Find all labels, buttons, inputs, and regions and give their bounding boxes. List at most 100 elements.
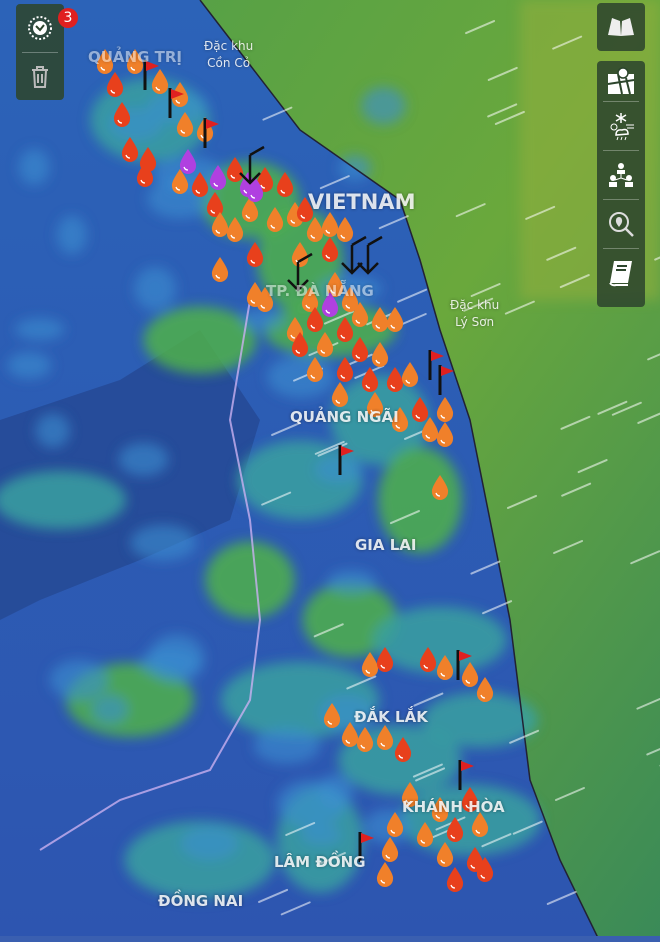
rain-drop-marker[interactable] [376,862,394,887]
rain-drop-marker[interactable] [321,212,339,237]
rain-drop-marker[interactable] [176,112,194,137]
rain-drop-marker[interactable] [361,652,379,677]
rain-drop-marker[interactable] [336,357,354,382]
flag-marker[interactable] [358,832,374,862]
rain-drop-marker[interactable] [291,332,309,357]
rain-drop-marker[interactable] [106,72,124,97]
rain-area [181,826,239,861]
rain-drop-marker[interactable] [151,69,169,94]
rain-drop-marker[interactable] [121,137,139,162]
rain-drop-marker[interactable] [301,287,319,312]
wind-barb [341,235,367,275]
rain-drop-marker[interactable] [96,49,114,74]
rain-drop-marker[interactable] [366,392,384,417]
rain-drop-marker[interactable] [306,307,324,332]
rain-drop-marker[interactable] [336,217,354,242]
rain-drop-marker[interactable] [461,662,479,687]
rain-drop-marker[interactable] [276,172,294,197]
rain-drop-marker[interactable] [191,172,209,197]
rain-drop-marker[interactable] [431,797,449,822]
flag-marker[interactable] [458,760,474,790]
weather-button[interactable] [597,102,645,150]
rain-drop-marker[interactable] [386,812,404,837]
rain-drop-marker[interactable] [419,647,437,672]
rain-drop-marker[interactable] [296,197,314,222]
rain-drop-marker[interactable] [331,382,349,407]
rain-drop-marker[interactable] [356,727,374,752]
filter-layers-button[interactable] [16,4,64,52]
rain-drop-marker[interactable] [226,217,244,242]
rain-drop-marker[interactable] [371,342,389,367]
rain-drop-marker[interactable] [113,102,131,127]
flag-marker[interactable] [456,650,472,680]
rain-drop-marker[interactable] [351,302,369,327]
rain-drop-marker[interactable] [476,677,494,702]
rain-drop-marker[interactable] [321,237,339,262]
wind-streak [552,35,583,50]
rain-drop-marker[interactable] [386,307,404,332]
rain-drop-marker[interactable] [209,165,227,190]
rain-drop-marker[interactable] [431,475,449,500]
rain-drop-marker[interactable] [211,257,229,282]
rain-drop-marker[interactable] [256,167,274,192]
rain-drop-marker[interactable] [436,422,454,447]
rain-drop-marker[interactable] [466,847,484,872]
map-pin-button[interactable] [597,61,645,101]
rain-drop-marker[interactable] [341,722,359,747]
flag-marker[interactable] [168,88,184,118]
left-toolbar: 3 [16,4,78,101]
flag-marker[interactable] [438,365,454,395]
guide-book-button[interactable] [597,249,645,297]
rain-drop-marker[interactable] [394,737,412,762]
location-search-button[interactable] [597,200,645,248]
rain-drop-marker[interactable] [179,149,197,174]
rain-drop-marker[interactable] [336,317,354,342]
rain-drop-marker[interactable] [401,782,419,807]
rain-drop-marker[interactable] [256,287,274,312]
rain-drop-marker[interactable] [391,407,409,432]
rain-drop-marker[interactable] [323,703,341,728]
rain-drop-marker[interactable] [461,787,479,812]
delete-button[interactable] [16,53,64,101]
rain-drop-marker[interactable] [381,837,399,862]
rain-drop-marker[interactable] [361,367,379,392]
rain-drop-marker[interactable] [326,272,344,297]
map-book-button[interactable] [597,3,645,51]
rain-drop-marker[interactable] [411,397,429,422]
rain-drop-marker[interactable] [351,337,369,362]
rain-drop-marker[interactable] [386,367,404,392]
rain-drop-marker[interactable] [436,655,454,680]
rain-drop-marker[interactable] [226,157,244,182]
rain-drop-marker[interactable] [421,417,439,442]
rain-drop-marker[interactable] [446,817,464,842]
rain-drop-marker[interactable] [246,242,264,267]
rain-drop-marker[interactable] [416,822,434,847]
rain-drop-marker[interactable] [446,867,464,892]
rain-drop-marker[interactable] [371,307,389,332]
rain-drop-marker[interactable] [206,192,224,217]
rain-drop-marker[interactable] [171,169,189,194]
flag-marker[interactable] [143,60,159,90]
rain-drop-marker[interactable] [376,647,394,672]
flag-marker[interactable] [203,118,219,148]
organization-button[interactable] [597,151,645,199]
rain-drop-marker[interactable] [321,292,339,317]
flag-marker[interactable] [428,350,444,380]
rain-drop-marker[interactable] [471,812,489,837]
rain-drop-marker[interactable] [136,162,154,187]
rain-drop-marker[interactable] [476,857,494,882]
rain-drop-marker[interactable] [376,725,394,750]
rain-drop-marker[interactable] [241,197,259,222]
rain-drop-marker[interactable] [306,217,324,242]
rain-drop-marker[interactable] [316,332,334,357]
rain-drop-marker[interactable] [266,207,284,232]
rain-drop-marker[interactable] [401,362,419,387]
rain-drop-marker[interactable] [436,397,454,422]
rain-drop-marker[interactable] [126,49,144,74]
rain-drop-marker[interactable] [341,287,359,312]
rain-drop-marker[interactable] [211,212,229,237]
rain-drop-marker[interactable] [436,842,454,867]
rain-drop-marker[interactable] [306,357,324,382]
flag-marker[interactable] [338,445,354,475]
